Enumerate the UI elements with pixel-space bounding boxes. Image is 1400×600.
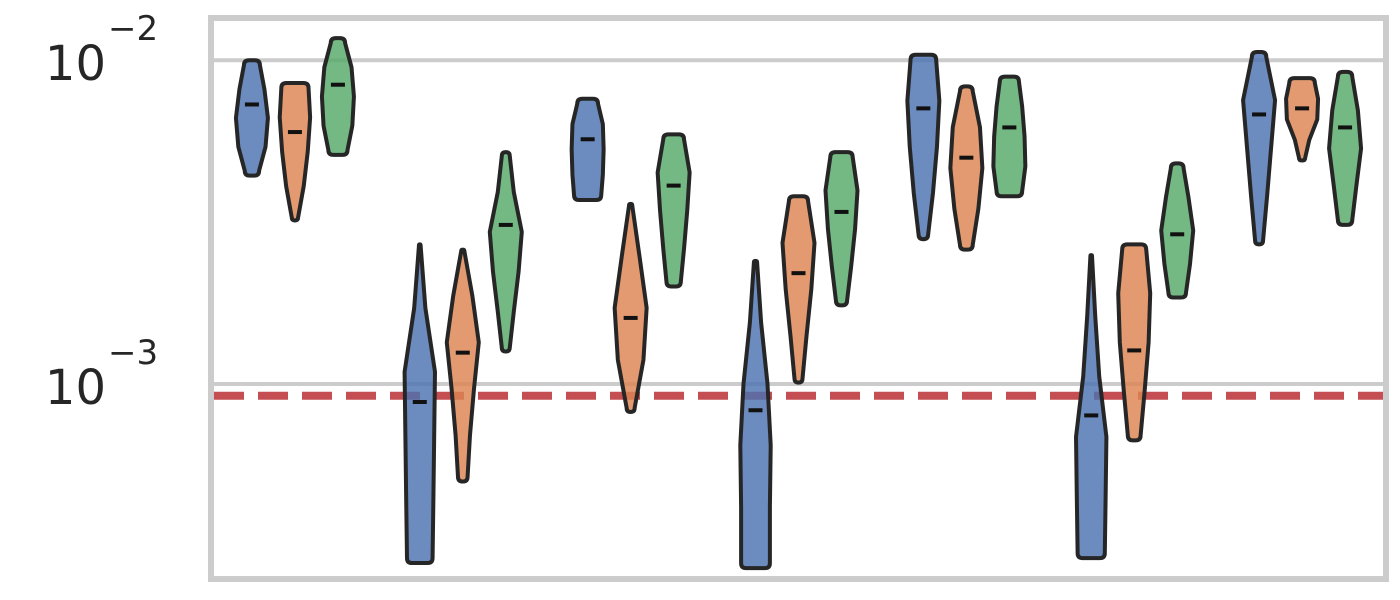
plot-frame <box>208 15 1389 582</box>
violin-group-5 <box>905 52 1028 252</box>
violin-g6-s1 <box>1074 253 1109 561</box>
violin-g1-s2 <box>277 81 313 223</box>
violin-g7-s3 <box>1327 69 1364 227</box>
violins <box>233 36 1364 571</box>
violin-group-1 <box>233 36 356 223</box>
violin-g6-s2 <box>1116 242 1153 443</box>
violin-g3-s3 <box>655 132 692 289</box>
y-tick-label-0: 10 <box>45 360 106 416</box>
violin-g3-s2 <box>612 201 649 414</box>
violin-g5-s1 <box>905 52 942 242</box>
violin-g4-s3 <box>823 150 860 308</box>
violin-g1-s1 <box>233 58 270 178</box>
violin-g4-s2 <box>780 194 817 385</box>
violin-group-7 <box>1241 50 1364 247</box>
y-tick-labels: 10−310−2 <box>45 9 158 416</box>
y-tick-label-1: 10 <box>45 36 106 92</box>
y-tick-exponent-0: −3 <box>108 333 158 373</box>
violin-group-2 <box>402 150 524 566</box>
violin-g1-s3 <box>319 36 356 157</box>
violin-g6-s3 <box>1159 161 1196 300</box>
violin-group-3 <box>569 96 692 414</box>
violin-g5-s2 <box>948 84 985 252</box>
violin-g7-s2 <box>1284 76 1321 163</box>
violin-g2-s2 <box>444 247 481 484</box>
violin-g3-s1 <box>569 96 606 203</box>
violin-g4-s1 <box>738 258 773 571</box>
violin-group-4 <box>738 150 860 571</box>
violin-group-6 <box>1074 161 1196 561</box>
violin-g7-s1 <box>1241 50 1278 247</box>
y-tick-exponent-1: −2 <box>108 9 158 49</box>
violin-g2-s3 <box>487 150 524 354</box>
violin-g5-s3 <box>991 74 1028 199</box>
